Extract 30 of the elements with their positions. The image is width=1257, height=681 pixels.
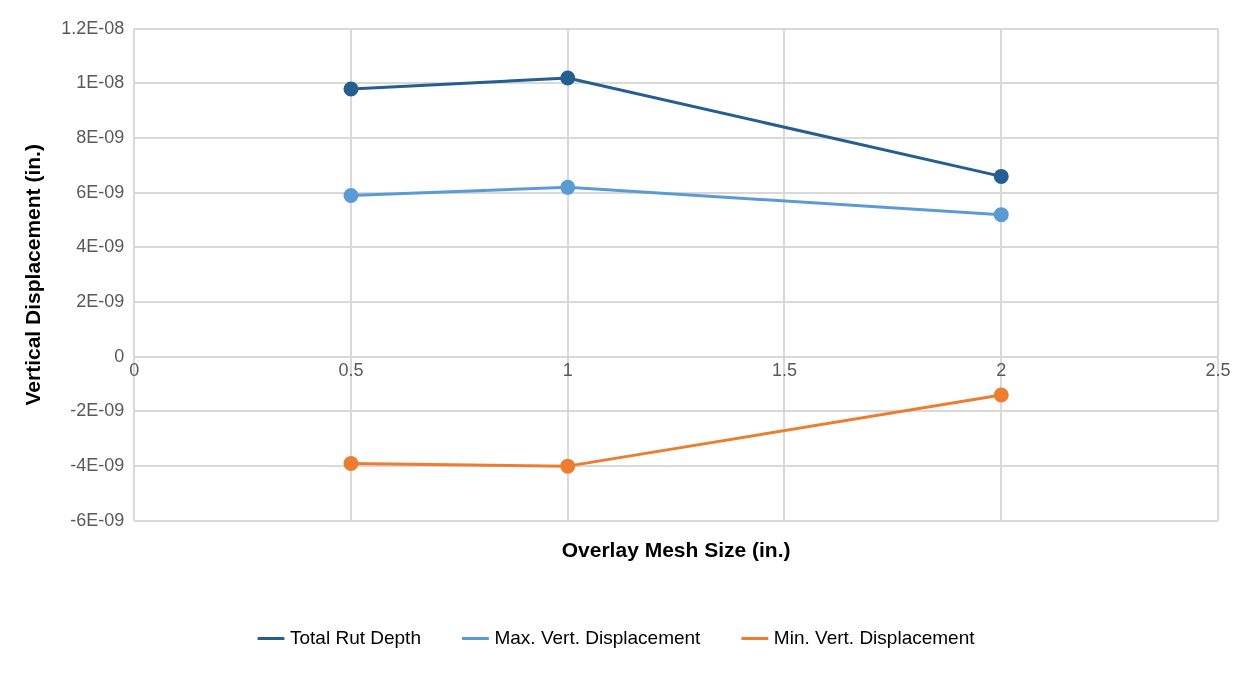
x-tick-label: 2 [996,359,1007,380]
point [993,387,1009,403]
y-tick-label: 4E-09 [76,236,125,257]
legend-label: Max. Vert. Displacement [494,626,702,648]
x-axis-title: Overlay Mesh Size (in.) [561,538,791,562]
legend-label: Min. Vert. Displacement [773,626,976,648]
point [560,70,576,86]
point [343,455,359,471]
point [993,168,1009,184]
x-tick-label: 1.5 [771,359,798,380]
x-tick-label: 0.5 [338,359,364,380]
y-tick-label: 1E-08 [76,72,125,93]
y-tick-label: -6E-09 [70,509,125,530]
y-axis-title: Vertical Displacement (in.) [21,144,45,406]
y-tick-label: -4E-09 [70,455,125,476]
y-tick-label: -2E-09 [70,400,125,421]
x-tick-label: 0 [129,359,140,380]
y-tick-label: 0 [114,345,125,366]
point [993,207,1009,223]
point [343,81,359,97]
x-tick-label: 2.5 [1205,359,1231,380]
x-tick-label: 1 [562,359,573,380]
point [343,188,359,204]
point [560,179,576,195]
y-tick-label: 6E-09 [76,181,125,202]
y-tick-label: 2E-09 [76,291,125,312]
point [560,458,576,474]
legend-label: Total Rut Depth [290,626,421,648]
y-tick-label: 8E-09 [76,127,125,148]
y-tick-label: 1.2E-08 [61,17,125,38]
